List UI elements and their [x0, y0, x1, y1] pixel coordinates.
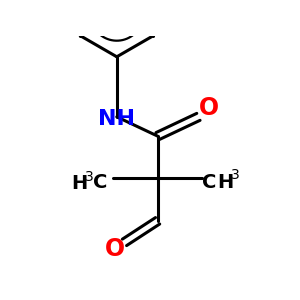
Text: NH: NH	[98, 109, 135, 129]
Text: C: C	[93, 173, 107, 192]
Text: O: O	[199, 96, 219, 120]
Text: 3: 3	[85, 170, 93, 184]
Text: H: H	[217, 173, 233, 192]
Text: 3: 3	[231, 168, 240, 182]
Text: H: H	[71, 174, 87, 193]
Text: O: O	[105, 237, 125, 261]
Text: C: C	[202, 173, 216, 192]
